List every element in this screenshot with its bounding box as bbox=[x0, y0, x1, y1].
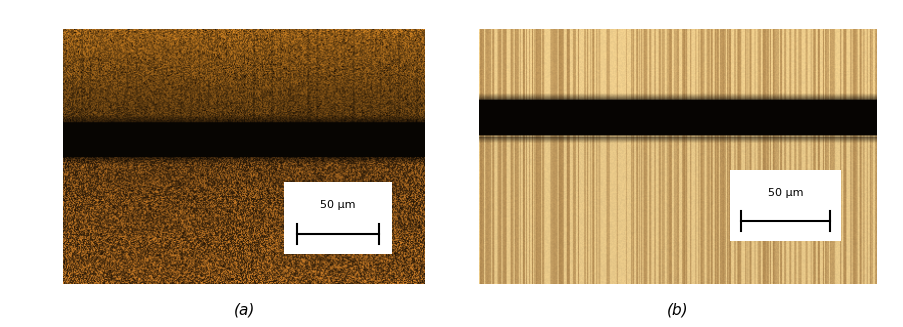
Text: 50 μm: 50 μm bbox=[320, 200, 356, 210]
FancyBboxPatch shape bbox=[284, 182, 392, 254]
FancyBboxPatch shape bbox=[729, 170, 840, 241]
Text: (a): (a) bbox=[233, 302, 255, 317]
Text: 50 μm: 50 μm bbox=[767, 188, 802, 198]
Text: (b): (b) bbox=[666, 302, 688, 317]
